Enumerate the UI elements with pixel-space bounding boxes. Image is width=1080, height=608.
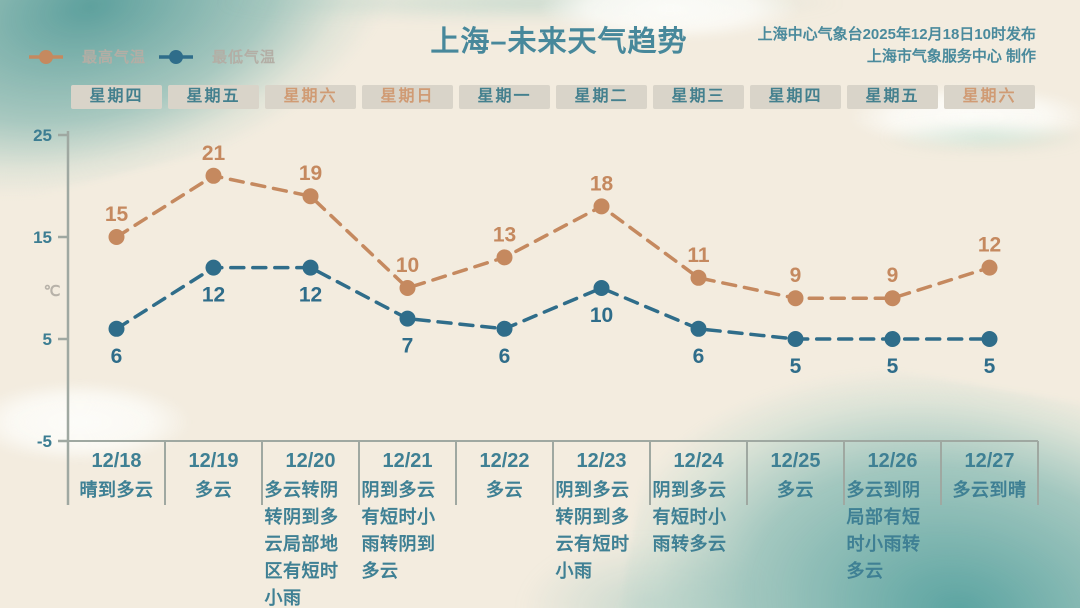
weather-description: 多云: [486, 480, 523, 500]
y-tick-label: 15: [33, 228, 52, 247]
producer-line: 上海市气象服务中心 制作: [866, 48, 1036, 65]
low-temp-label: 6: [499, 345, 511, 368]
low-temp-point: [496, 320, 513, 337]
high-temp-point: [593, 198, 610, 215]
low-temp-point: [399, 310, 416, 327]
weather-description: 阴到多云有短时小雨转阴到多云: [361, 480, 436, 581]
low-temp-point: [690, 320, 707, 337]
weather-description: 多云: [195, 480, 232, 500]
date-label: 12/23: [576, 450, 627, 472]
weekday-header-1: 星期四: [71, 85, 162, 109]
legend-item-low-temp: 最低气温: [158, 46, 276, 67]
weekday-header-4: 星期日: [362, 85, 453, 109]
weekday-header-10: 星期六: [944, 85, 1035, 109]
high-temp-label: 11: [687, 244, 710, 267]
weekday-header-6: 星期二: [556, 85, 647, 109]
date-label: 12/26: [867, 450, 918, 472]
weekday-header-8: 星期四: [750, 85, 841, 109]
high-temp-point: [787, 290, 804, 307]
weekday-header-2: 星期五: [168, 85, 259, 109]
low-temp-point: [593, 280, 610, 296]
weather-description: 阴到多云有短时小雨转多云: [652, 480, 727, 554]
legend-label-high-temp: 最高气温: [82, 49, 147, 66]
high-temp-label: 21: [202, 142, 226, 165]
y-tick-label: 25: [33, 126, 52, 145]
publisher-info: 上海中心气象台2025年12月18日10时发布 上海市气象服务中心 制作: [758, 24, 1036, 68]
high-temp-point: [302, 188, 319, 205]
high-temp-point: [690, 269, 707, 286]
low-temp-label: 7: [402, 335, 414, 358]
high-temp-point: [399, 280, 416, 296]
weather-description: 多云到阴局部有短时小雨转多云: [846, 480, 921, 581]
low-temp-point: [884, 331, 901, 347]
high-temp-label: 18: [590, 172, 614, 195]
high-temp-point: [884, 290, 901, 307]
low-temp-label: 5: [887, 355, 899, 378]
y-axis-unit-label: ℃: [44, 283, 61, 300]
y-tick-label: 5: [43, 330, 52, 349]
low-temp-point: [108, 320, 125, 337]
weather-description: 多云: [777, 480, 814, 500]
high-temp-label: 9: [887, 264, 899, 287]
low-temp-point: [981, 331, 998, 347]
date-label: 12/19: [188, 450, 239, 472]
high-temp-label: 13: [493, 223, 516, 246]
weather-description: 晴到多云: [79, 480, 154, 500]
low-temp-line: [114, 265, 992, 341]
high-temp-label: 19: [299, 162, 322, 185]
date-label: 12/18: [91, 450, 142, 472]
high-temp-marker-icon: [29, 49, 63, 64]
high-temp-point: [108, 229, 125, 245]
low-temp-label: 12: [299, 284, 322, 307]
legend-label-low-temp: 最低气温: [212, 49, 277, 66]
high-temp-label: 15: [105, 203, 129, 226]
high-temp-label: 10: [396, 254, 419, 277]
high-temp-label: 12: [978, 234, 1001, 257]
low-temp-label: 6: [693, 345, 705, 368]
y-tick-label: -5: [37, 432, 52, 451]
low-temp-marker-icon: [159, 49, 194, 64]
low-temp-point: [787, 331, 804, 347]
low-temp-point: [205, 259, 222, 276]
date-label: 12/21: [382, 450, 433, 472]
date-label: 12/25: [770, 450, 821, 472]
low-temp-label: 6: [111, 345, 123, 368]
low-temp-label: 5: [984, 355, 996, 378]
high-temp-line: [114, 173, 992, 300]
low-temp-point: [302, 259, 319, 276]
date-label: 12/27: [964, 450, 1015, 472]
date-label: 12/24: [673, 450, 724, 472]
high-temp-point: [496, 249, 513, 266]
legend: 最高气温 最低气温: [28, 46, 276, 67]
weather-description: 阴到多云转阴到多云有短时小雨: [555, 480, 630, 581]
weather-description: 多云到晴: [952, 480, 1027, 500]
high-temp-label: 9: [790, 264, 802, 287]
high-temp-point: [981, 259, 998, 276]
weekday-header-7: 星期三: [653, 85, 744, 109]
weekday-header-3: 星期六: [265, 85, 356, 109]
publish-time-line: 上海中心气象台2025年12月18日10时发布: [757, 26, 1036, 43]
high-temp-point: [205, 167, 222, 184]
weekday-header-9: 星期五: [847, 85, 938, 109]
low-temp-label: 5: [790, 355, 802, 378]
low-temp-label: 10: [590, 304, 613, 327]
weekday-header-5: 星期一: [459, 85, 550, 109]
page-title: 上海–未来天气趋势: [430, 26, 688, 58]
legend-item-high-temp: 最高气温: [28, 46, 146, 67]
date-label: 12/20: [285, 450, 336, 472]
low-temp-label: 12: [202, 284, 225, 307]
weather-description: 多云转阴转阴到多云局部地区有短时小雨: [264, 480, 339, 608]
date-label: 12/22: [479, 450, 530, 472]
